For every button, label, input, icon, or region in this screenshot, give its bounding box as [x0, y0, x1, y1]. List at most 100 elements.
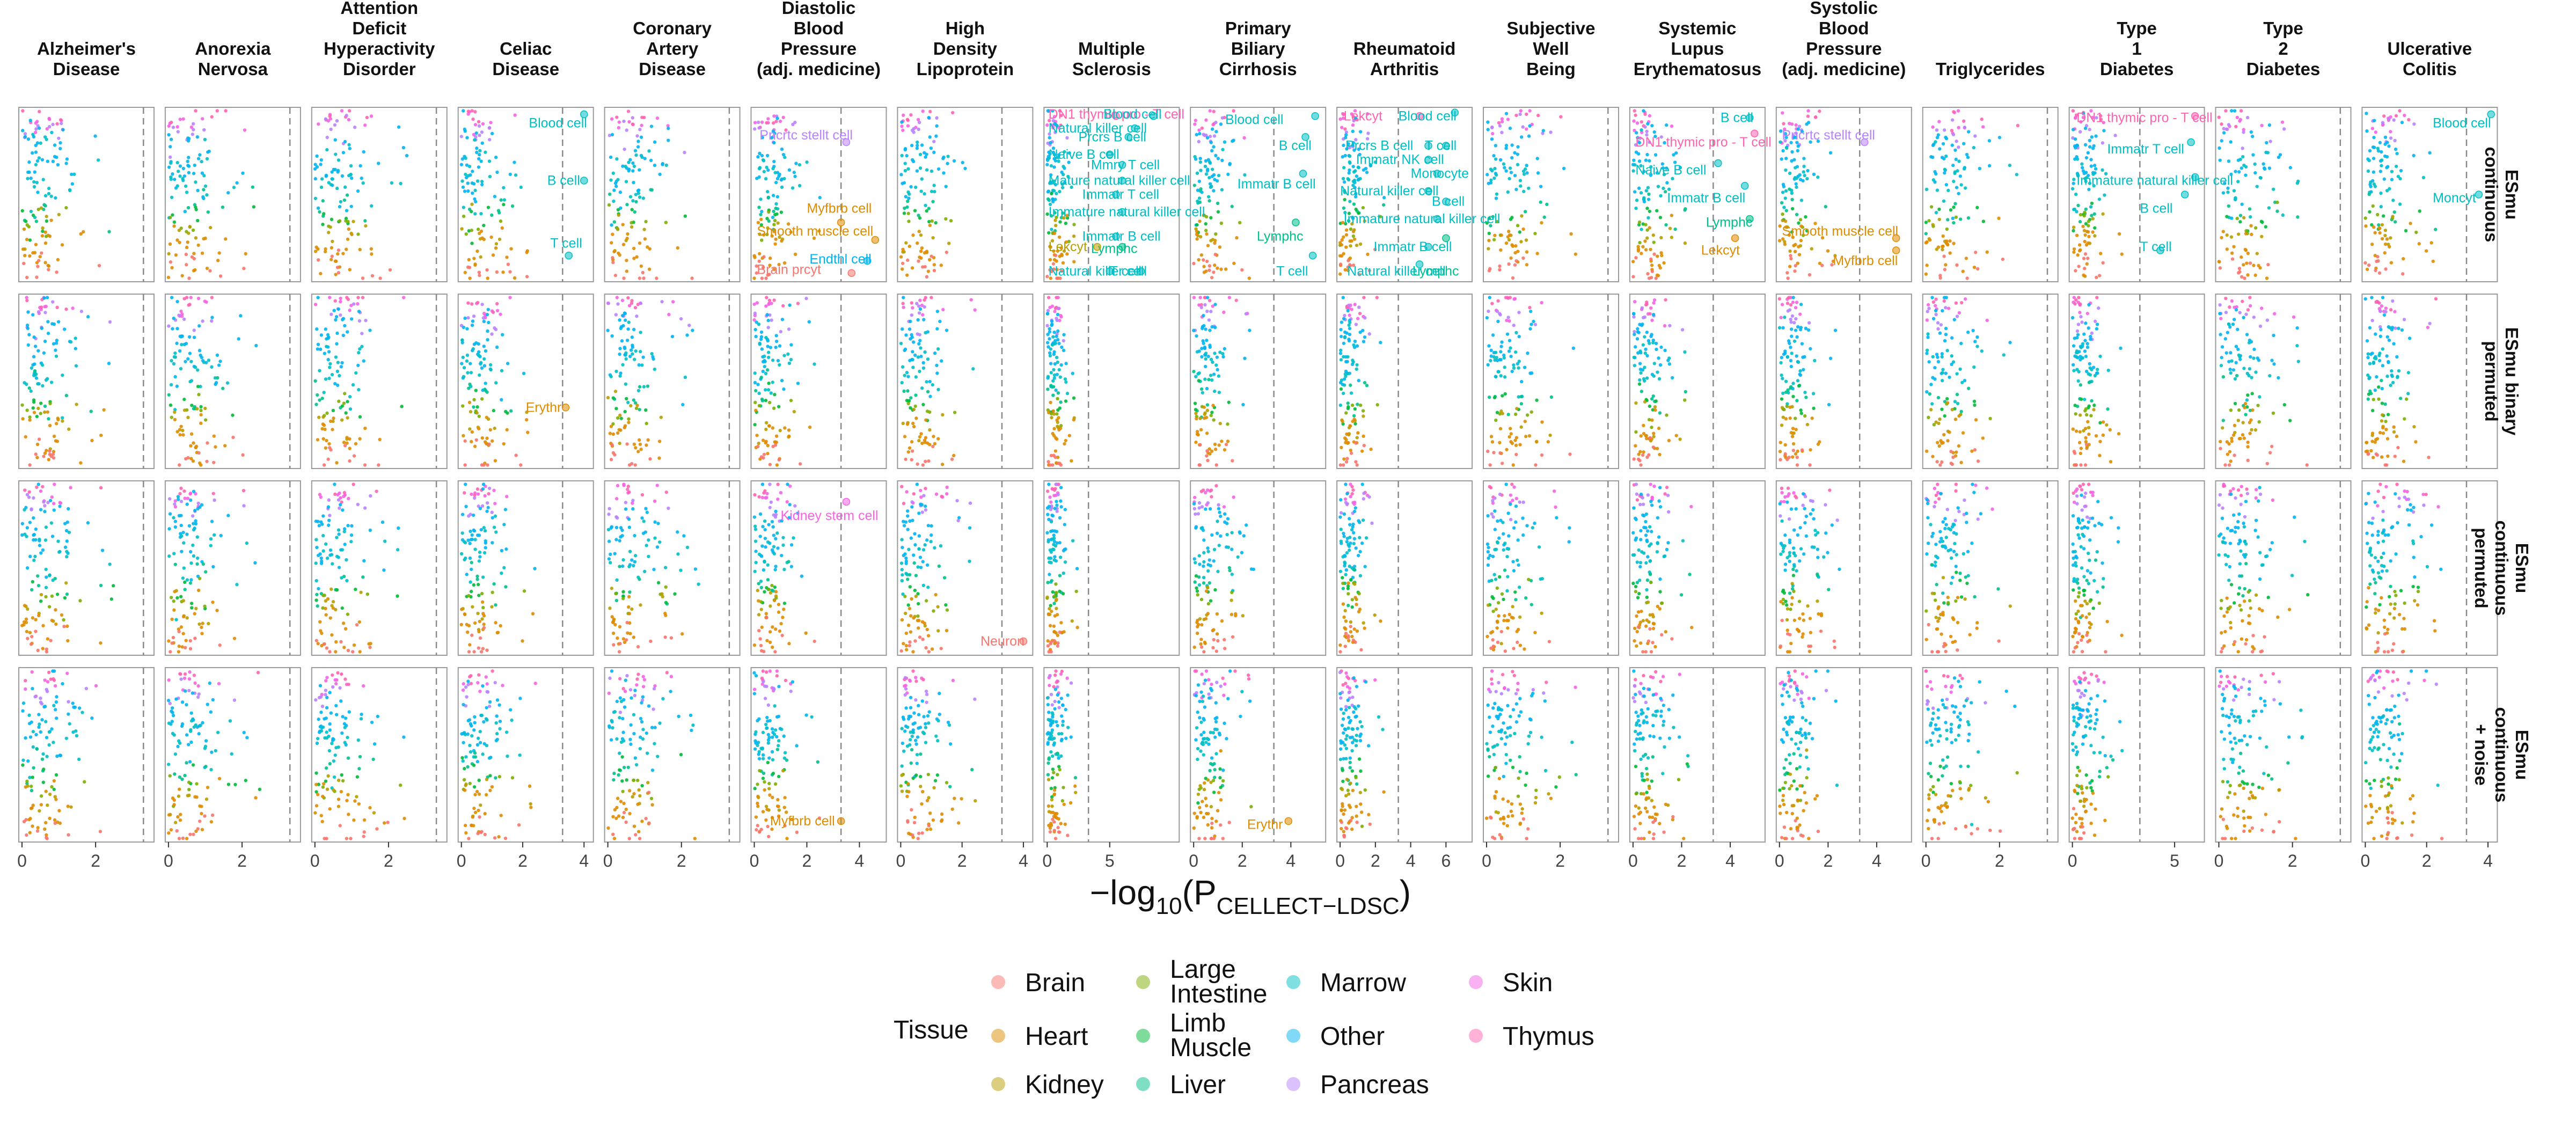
point-skin	[196, 296, 201, 301]
panel-ano-noise	[164, 667, 301, 843]
point-limb-muscle	[472, 583, 476, 587]
point-other	[462, 109, 465, 113]
point-other	[235, 181, 239, 185]
point-other	[172, 178, 177, 181]
point-marrow	[463, 733, 467, 736]
point-heart	[471, 815, 475, 819]
point-brain	[49, 639, 53, 642]
point-marrow	[1047, 156, 1051, 160]
point-large-intestine	[39, 794, 43, 798]
point-other	[1351, 216, 1355, 221]
point-other	[171, 172, 174, 176]
point-marrow	[658, 721, 662, 725]
point-heart	[632, 246, 636, 251]
point-heart	[910, 597, 913, 601]
point-kidney	[470, 202, 474, 206]
point-kidney	[660, 592, 664, 596]
point-other	[938, 319, 942, 324]
point-marrow	[782, 354, 786, 357]
point-heart	[205, 266, 209, 270]
point-marrow	[65, 550, 69, 553]
point-marrow	[1048, 560, 1051, 564]
point-marrow	[358, 347, 362, 351]
point-heart	[57, 809, 61, 813]
point-skin	[333, 678, 337, 682]
point-heart	[1046, 612, 1051, 616]
point-marrow	[347, 174, 351, 178]
point-brain	[611, 832, 615, 836]
point-heart	[477, 808, 480, 813]
point-heart	[55, 422, 58, 426]
point-heart	[1195, 230, 1199, 233]
point-skin	[906, 124, 910, 128]
point-other	[915, 169, 919, 173]
point-other	[1215, 531, 1219, 535]
point-pancreas	[679, 317, 683, 321]
point-limb-muscle	[175, 596, 179, 600]
point-other	[759, 335, 764, 339]
point-pancreas	[480, 303, 484, 306]
point-heart	[926, 269, 931, 273]
point-brain	[636, 645, 640, 649]
point-brain	[478, 636, 482, 640]
point-heart	[358, 437, 362, 441]
point-heart	[44, 821, 48, 825]
point-brain	[906, 820, 910, 824]
point-marrow	[638, 747, 642, 751]
point-liver	[173, 562, 177, 566]
point-large-intestine	[1053, 594, 1057, 598]
point-skin	[30, 670, 34, 674]
point-other	[357, 310, 361, 313]
point-other	[1205, 338, 1209, 342]
point-kidney	[1062, 216, 1066, 220]
point-heart	[189, 432, 194, 436]
point-other	[1058, 541, 1062, 545]
point-other	[1215, 355, 1219, 359]
panel-alz-binperm	[18, 294, 155, 469]
point-marrow	[181, 178, 185, 182]
point-other	[1200, 347, 1204, 350]
point-other	[466, 679, 470, 683]
point-other	[621, 716, 625, 721]
point-kidney	[480, 617, 484, 621]
point-large-intestine	[25, 408, 29, 412]
point-other	[46, 332, 50, 335]
point-pancreas	[314, 698, 318, 702]
point-brain	[171, 635, 175, 640]
point-other	[170, 706, 174, 710]
point-marrow	[679, 568, 683, 572]
point-thymus	[39, 305, 43, 309]
point-heart	[1050, 609, 1053, 613]
point-liver	[497, 211, 501, 215]
point-skin	[1211, 304, 1214, 308]
point-limb-muscle	[324, 779, 328, 783]
point-marrow	[1240, 690, 1244, 693]
point-heart	[491, 253, 495, 257]
point-heart	[1046, 411, 1051, 415]
point-heart	[43, 451, 47, 455]
point-other	[1221, 769, 1225, 772]
point-large-intestine	[607, 203, 611, 207]
point-marrow	[182, 566, 186, 570]
point-brain	[759, 643, 763, 648]
point-marrow	[1197, 371, 1201, 375]
point-skin	[778, 119, 782, 123]
point-pancreas	[345, 114, 348, 118]
point-heart	[334, 650, 338, 654]
point-heart	[904, 643, 909, 648]
point-liver	[937, 564, 941, 568]
point-other	[909, 185, 913, 189]
point-brain	[762, 452, 766, 456]
point-heart	[525, 418, 529, 422]
point-limb-muscle	[358, 415, 362, 419]
point-other	[20, 533, 24, 537]
point-other	[347, 710, 351, 714]
point-large-intestine	[497, 774, 502, 779]
point-brain	[1210, 821, 1214, 825]
point-heart	[334, 259, 338, 264]
point-heart	[485, 436, 489, 440]
point-heart	[1056, 633, 1059, 638]
point-other	[760, 347, 764, 351]
point-other	[186, 139, 191, 143]
point-brain	[25, 275, 29, 280]
